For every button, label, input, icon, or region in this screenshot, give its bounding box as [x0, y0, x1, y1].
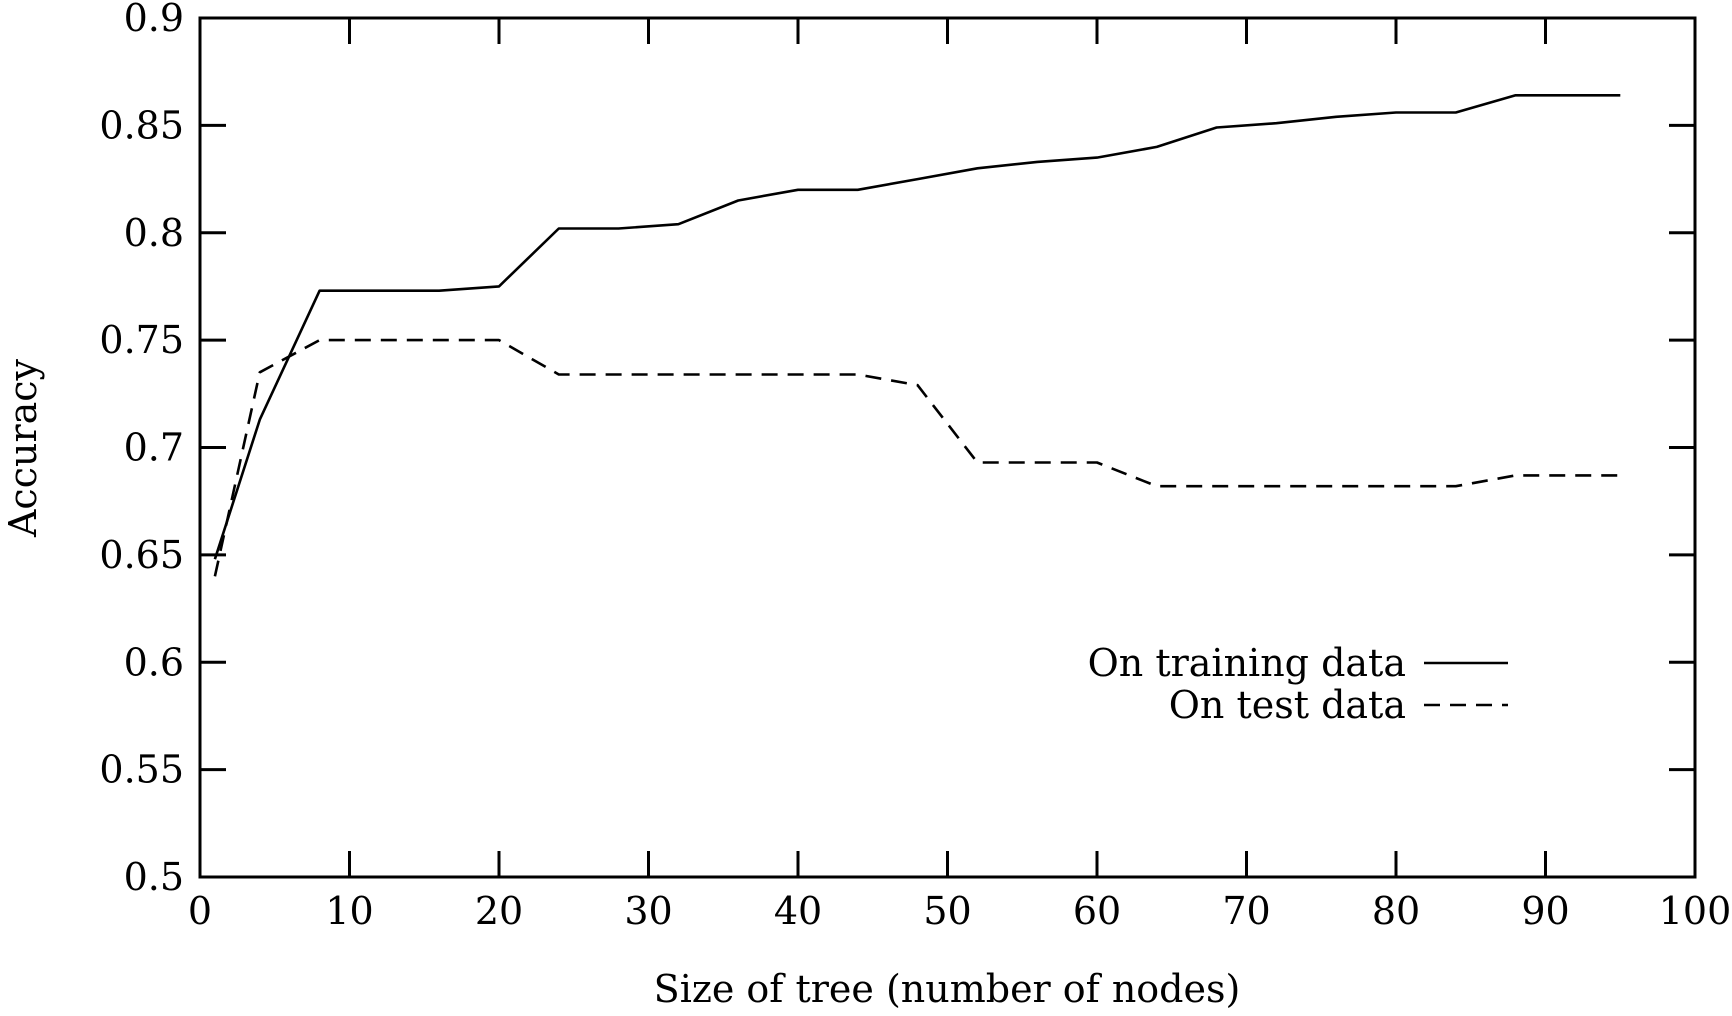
y-tick-label: 0.8	[124, 211, 184, 255]
y-tick-label: 0.85	[99, 103, 184, 147]
legend-label-on-test-data: On test data	[1169, 683, 1406, 727]
series-layer	[213, 94, 1621, 577]
y-axis-ticks: 0.5 0.55 0.6 0.65 0.7 0.75 0.8 0.85 0.9	[99, 0, 1695, 899]
plot-frame	[198, 16, 1697, 879]
x-tick-label: 60	[1073, 889, 1121, 933]
y-tick-label: 0.9	[124, 0, 184, 40]
y-tick-label: 0.6	[124, 640, 184, 684]
x-tick-label: 90	[1521, 889, 1569, 933]
x-tick-label: 20	[475, 889, 523, 933]
x-tick-label: 40	[774, 889, 822, 933]
legend-label-on-training-data: On training data	[1088, 641, 1406, 685]
y-tick-label: 0.55	[99, 748, 184, 792]
y-tick-label: 0.7	[124, 426, 184, 470]
x-tick-label: 100	[1659, 889, 1732, 933]
x-axis-ticks: 0 10 20 30 40 50 60 70 80 90 100	[188, 18, 1731, 933]
y-tick-label: 0.75	[99, 318, 184, 362]
x-tick-label: 30	[624, 889, 672, 933]
y-axis-title: Accuracy	[1, 358, 45, 538]
y-tick-label: 0.5	[124, 855, 184, 899]
x-axis-title: Size of tree (number of nodes)	[654, 967, 1241, 1011]
series-line-on-test-data	[213, 338, 1621, 577]
series-line-on-training-data	[213, 94, 1621, 560]
y-tick-label: 0.65	[99, 533, 184, 577]
x-tick-label: 0	[188, 889, 212, 933]
x-tick-label: 80	[1372, 889, 1420, 933]
x-tick-label: 10	[325, 889, 373, 933]
x-tick-label: 50	[923, 889, 971, 933]
x-tick-label: 70	[1222, 889, 1270, 933]
